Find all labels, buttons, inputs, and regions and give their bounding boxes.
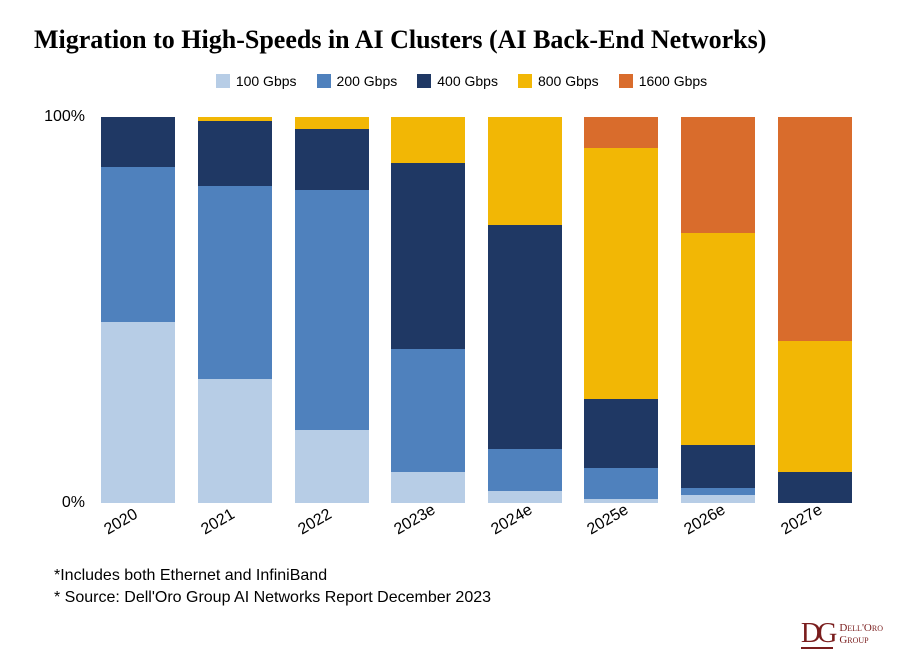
seg-2020-100Gbps xyxy=(101,322,175,503)
chart-container: Migration to High-Speeds in AI Clusters … xyxy=(0,0,923,671)
logo-line1: Dell'Oro xyxy=(839,622,883,634)
seg-2020-200Gbps xyxy=(101,167,175,321)
legend-swatch-100gbps xyxy=(216,74,230,88)
bar-2021 xyxy=(198,117,272,503)
bar-2020 xyxy=(101,117,175,503)
chart-legend: 100 Gbps 200 Gbps 400 Gbps 800 Gbps 1600… xyxy=(30,73,893,89)
seg-2021-200Gbps xyxy=(198,186,272,379)
footnotes: *Includes both Ethernet and InfiniBand *… xyxy=(54,565,893,608)
legend-item-400gbps: 400 Gbps xyxy=(417,73,498,89)
footnote-2: * Source: Dell'Oro Group AI Networks Rep… xyxy=(54,587,893,609)
footnote-1: *Includes both Ethernet and InfiniBand xyxy=(54,565,893,587)
seg-2027e-1600Gbps xyxy=(778,117,852,341)
delloro-logo: DG Dell'Oro Group xyxy=(801,621,883,649)
seg-2026e-800Gbps xyxy=(681,233,755,445)
legend-label-200gbps: 200 Gbps xyxy=(337,73,398,89)
legend-label-1600gbps: 1600 Gbps xyxy=(639,73,708,89)
seg-2025e-1600Gbps xyxy=(584,117,658,148)
bar-2027e xyxy=(778,117,852,503)
legend-label-100gbps: 100 Gbps xyxy=(236,73,297,89)
legend-item-800gbps: 800 Gbps xyxy=(518,73,599,89)
legend-swatch-200gbps xyxy=(317,74,331,88)
seg-2021-100Gbps xyxy=(198,379,272,503)
seg-2020-400Gbps xyxy=(101,117,175,167)
logo-line2: Group xyxy=(839,634,868,646)
legend-swatch-1600gbps xyxy=(619,74,633,88)
seg-2021-400Gbps xyxy=(198,121,272,187)
bars-group xyxy=(90,117,863,503)
legend-swatch-400gbps xyxy=(417,74,431,88)
logo-text: Dell'Oro Group xyxy=(839,623,883,646)
bar-2024e xyxy=(488,117,562,503)
seg-2024e-200Gbps xyxy=(488,449,562,491)
logo-initials: DG xyxy=(801,621,833,649)
seg-2026e-400Gbps xyxy=(681,445,755,487)
bar-2023e xyxy=(391,117,465,503)
legend-swatch-800gbps xyxy=(518,74,532,88)
seg-2022-400Gbps xyxy=(295,129,369,191)
legend-label-400gbps: 400 Gbps xyxy=(437,73,498,89)
plot-region: 100% 0% xyxy=(90,103,863,503)
seg-2027e-800Gbps xyxy=(778,341,852,472)
legend-item-1600gbps: 1600 Gbps xyxy=(619,73,708,89)
seg-2023e-800Gbps xyxy=(391,117,465,163)
legend-label-800gbps: 800 Gbps xyxy=(538,73,599,89)
legend-item-100gbps: 100 Gbps xyxy=(216,73,297,89)
seg-2024e-400Gbps xyxy=(488,225,562,449)
y-tick-0: 0% xyxy=(30,494,85,512)
y-tick-100: 100% xyxy=(30,108,85,126)
bar-2022 xyxy=(295,117,369,503)
x-axis-labels: 2020202120222023e2024e2025e2026e2027e xyxy=(90,503,863,563)
seg-2023e-400Gbps xyxy=(391,163,465,348)
chart-title: Migration to High-Speeds in AI Clusters … xyxy=(34,25,893,55)
plot-area xyxy=(90,117,863,503)
seg-2024e-800Gbps xyxy=(488,117,562,225)
seg-2025e-400Gbps xyxy=(584,399,658,468)
seg-2022-800Gbps xyxy=(295,117,369,129)
seg-2026e-1600Gbps xyxy=(681,117,755,233)
seg-2023e-200Gbps xyxy=(391,349,465,473)
seg-2025e-800Gbps xyxy=(584,148,658,399)
legend-item-200gbps: 200 Gbps xyxy=(317,73,398,89)
bar-2025e xyxy=(584,117,658,503)
bar-2026e xyxy=(681,117,755,503)
seg-2022-200Gbps xyxy=(295,190,369,429)
